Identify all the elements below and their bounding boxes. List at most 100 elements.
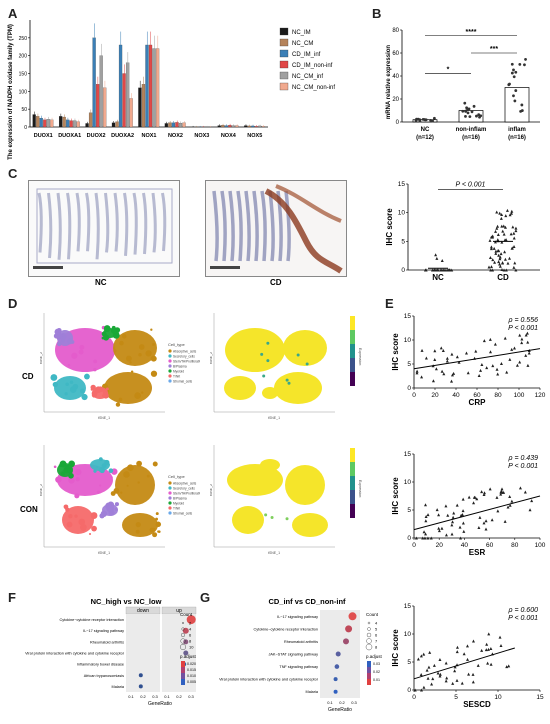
chart-e-point	[438, 672, 442, 676]
tsne-legend-label: B/Plasma	[173, 497, 187, 501]
histology-nc-label: NC	[95, 278, 107, 287]
chart-g-legend-padj-label: 0.01	[373, 678, 380, 682]
chart-e-point	[428, 650, 432, 654]
chart-e-point	[452, 511, 456, 515]
chart-c-point	[500, 240, 504, 244]
tsne-cell-points	[110, 476, 113, 479]
tsne-cell-points	[115, 402, 121, 407]
chart-e-point	[422, 652, 426, 656]
tsne-cell-points	[99, 513, 105, 519]
chart-e-point	[510, 347, 514, 351]
chart-a-bar	[129, 98, 133, 128]
chart-a-category-label: DUOX1	[34, 133, 53, 139]
chart-g-dot	[333, 689, 338, 694]
chart-f-legend-padj-label: 0.005	[187, 680, 196, 684]
chart-g-title: CD_inf vs CD_non-inf	[268, 597, 346, 606]
tsne-colorbar-segment	[350, 504, 355, 518]
chart-a-bar	[76, 121, 80, 128]
chart-f-legend-size	[181, 627, 185, 631]
chart-e-point	[460, 681, 464, 685]
chart-b-point	[470, 110, 474, 114]
chart-g-term-label: IL−17 signaling pathway	[277, 615, 318, 619]
chart-f-colorbar-segment	[181, 667, 185, 673]
chart-e-point	[466, 371, 470, 375]
tsne-legend-dot	[168, 369, 172, 373]
chart-e-xlabel: SESCD	[463, 700, 491, 708]
chart-c-point	[492, 246, 496, 250]
chart-f-term-label: IL−17 signaling pathway	[83, 629, 124, 633]
chart-g-xlabel: GeneRatio	[328, 707, 352, 712]
chart-e-point	[520, 337, 524, 341]
chart-b-category-label: inflam	[508, 127, 526, 133]
panel-a-bar-chart: The expression of NADPH oxidase family (…	[8, 20, 335, 160]
chart-e-point	[480, 490, 484, 494]
chart-e-ytick-label: 5	[407, 507, 411, 514]
chart-g-colorbar-segment	[367, 667, 371, 673]
chart-e-ylabel: IHC score	[391, 477, 400, 515]
chart-a-legend-label: NC_CM	[292, 41, 313, 47]
chart-b-point	[512, 68, 515, 72]
chart-a-category-label: NOX3	[194, 133, 209, 139]
histology-nc-crypt	[113, 192, 119, 252]
chart-c-point	[503, 225, 507, 229]
tsne-expression-blob	[283, 330, 327, 366]
chart-g-legend-size-label: 7	[375, 639, 378, 644]
chart-b-point	[520, 109, 524, 112]
chart-e-point	[461, 509, 465, 513]
chart-e-xtick-label: 120	[535, 392, 546, 399]
chart-c-point	[497, 253, 501, 257]
tsne-expression-blob	[232, 506, 264, 534]
tsne-cell-points	[108, 468, 114, 474]
chart-a-bar	[118, 44, 123, 128]
chart-a-legend-swatch	[279, 27, 289, 36]
chart-a-legend-swatch	[279, 38, 289, 47]
chart-e-xtick-label: 60	[486, 542, 494, 549]
chart-e-point	[415, 371, 419, 375]
chart-c-point	[488, 255, 492, 259]
tsne-expression-hotspot	[270, 516, 274, 520]
chart-e-point	[439, 346, 443, 350]
chart-g-legend-size	[367, 621, 371, 625]
chart-e-point	[486, 647, 490, 651]
tsne-expression-hotspot	[264, 513, 268, 517]
chart-b-category-label: (n=12)	[416, 135, 434, 141]
chart-e-point	[472, 495, 476, 499]
chart-a-bar	[111, 122, 116, 128]
histology-cd-crypt	[268, 190, 275, 262]
chart-e-point	[474, 349, 478, 353]
chart-e-point	[434, 367, 438, 371]
chart-e-point	[440, 526, 444, 530]
chart-e-point	[450, 352, 454, 356]
chart-a-bar	[247, 125, 251, 128]
panel-letter-a: A	[8, 6, 18, 21]
chart-b-point	[432, 116, 436, 120]
tsne-cell-points	[102, 463, 106, 467]
chart-e-point	[490, 518, 494, 522]
tsne-expression-hotspot	[262, 374, 266, 378]
tsne-cluster-con: tSNE_1 tSNE_2 Cell_type Absorptive_cellsSec…	[40, 445, 200, 555]
tsne-cell-points	[155, 517, 158, 521]
chart-e-point	[500, 487, 504, 491]
chart-e-point	[491, 364, 495, 368]
tsne-expression-blob	[227, 464, 283, 496]
chart-e-point	[422, 530, 426, 534]
chart-e-point	[475, 497, 479, 501]
histology-cd-stain	[264, 188, 343, 274]
chart-f-xtick-label: 0.2	[140, 694, 146, 699]
chart-e-xtick-label: 10	[494, 694, 502, 701]
chart-c-point	[498, 257, 502, 261]
chart-b-category-label: (n=16)	[462, 135, 480, 141]
chart-g-legend-size-label: 4	[375, 621, 378, 626]
chart-g-legend-size-label: 5	[375, 627, 378, 632]
tsne-cell-points	[68, 460, 76, 468]
chart-f-panel-bg	[162, 614, 196, 692]
chart-e-point	[480, 648, 484, 652]
tsne-expression-hotspot	[266, 341, 270, 345]
chart-a-ytick-label: 50	[21, 107, 27, 113]
chart-e-ytick-label: 0	[407, 687, 411, 694]
tsne-cell-points	[136, 460, 142, 467]
tsne-legend-dot	[168, 359, 172, 363]
histology-nc-crypt	[161, 192, 167, 252]
tsne-cell-points	[90, 512, 98, 519]
tsne-legend-dot	[168, 511, 172, 515]
